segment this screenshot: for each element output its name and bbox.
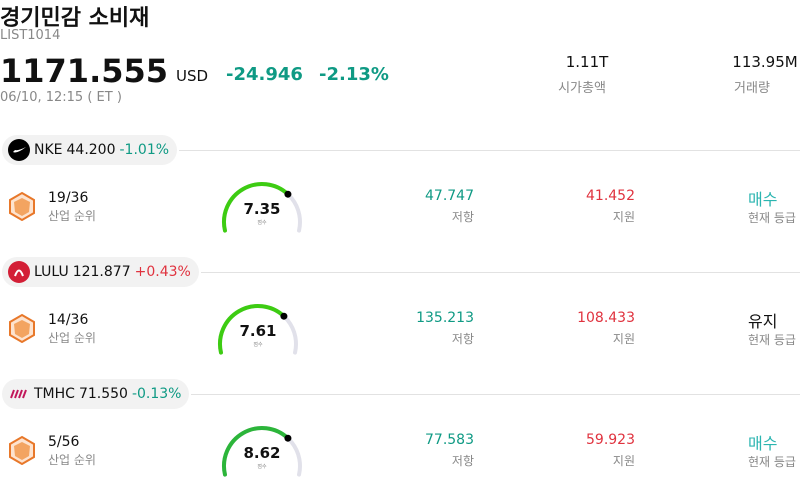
logo-shape [14, 269, 24, 277]
ticker: NKE [34, 142, 63, 158]
logo-shape [14, 389, 19, 399]
stat-value: 1.11T [565, 53, 609, 71]
ticker-pill: NKE 44.200 -1.01% [2, 135, 178, 165]
resistance: 77.583 [425, 432, 474, 448]
rating: 유지 [748, 312, 778, 331]
ticker-pill: LULU 121.877 +0.43% [2, 257, 199, 287]
logo [8, 261, 30, 283]
divider [200, 272, 800, 273]
gauge [218, 304, 298, 355]
hexagon-inner [14, 198, 30, 216]
ticker-pill: TMHC 71.550 -0.13% [2, 379, 190, 409]
score-label: 점수 [253, 342, 263, 348]
logo-shape [8, 261, 30, 283]
stat-label: 시가총액 [558, 81, 606, 96]
resistance: 47.747 [425, 188, 474, 204]
logo [8, 139, 30, 161]
gauge-dot [280, 312, 288, 320]
support-label: 지원 [612, 332, 635, 346]
ticker-price: 121.877 [72, 264, 131, 280]
change-pct: -2.13% [319, 64, 389, 85]
price: 1171.555 [0, 52, 169, 90]
hexagon-inner [14, 320, 30, 338]
support-label: 지원 [612, 454, 635, 468]
rank: 14/36 [48, 312, 89, 328]
gauge-fill [218, 304, 286, 355]
rank-icon [9, 313, 35, 343]
divider [191, 394, 800, 395]
ticker-change: -0.13% [131, 386, 182, 402]
gauge [222, 426, 302, 477]
score-label: 점수 [257, 464, 267, 470]
rank: 19/36 [48, 190, 89, 206]
score: 8.62 [243, 444, 281, 462]
rating-label: 현재 등급 [748, 333, 796, 347]
ticker-price: 71.550 [78, 386, 128, 402]
code: LIST1014 [0, 28, 61, 43]
hexagon-inner [14, 442, 30, 460]
currency: USD [176, 67, 209, 85]
resistance-label: 저항 [451, 332, 474, 346]
rating-label: 현재 등급 [748, 455, 796, 469]
gauge [222, 182, 302, 233]
score: 7.35 [243, 200, 281, 218]
support: 41.452 [586, 188, 635, 204]
ticker: TMHC [34, 386, 75, 402]
stat-value: 113.95M [732, 53, 798, 71]
logo-shape [10, 389, 15, 399]
logo-shape [13, 147, 26, 153]
rank-label: 산업 순위 [48, 331, 96, 345]
ticker: LULU [34, 264, 69, 280]
score-label: 점수 [257, 220, 267, 226]
ticker-change: +0.43% [134, 264, 191, 280]
logo-shape [18, 389, 23, 399]
stat-label: 거래량 [734, 81, 770, 96]
support: 59.923 [586, 432, 635, 448]
ticker-price: 44.200 [66, 142, 116, 158]
resistance: 135.213 [416, 310, 474, 326]
rank-icon [9, 435, 35, 465]
title: 경기민감 소비재 [0, 6, 150, 31]
rank-label: 산업 순위 [48, 209, 96, 223]
rank-icon [9, 191, 35, 221]
gauge-dot [284, 190, 292, 198]
gauge-fill [222, 182, 290, 233]
gauge-dot [284, 434, 292, 442]
support-label: 지원 [612, 210, 635, 224]
change: -24.946 [226, 64, 303, 85]
logo-shape [22, 389, 27, 399]
divider [179, 150, 800, 151]
rating-label: 현재 등급 [748, 211, 796, 225]
logo [10, 389, 27, 399]
ticker-change: -1.01% [119, 142, 170, 158]
gauge-fill [222, 426, 290, 477]
score: 7.61 [239, 322, 277, 340]
resistance-label: 저항 [451, 210, 474, 224]
resistance-label: 저항 [451, 454, 474, 468]
rating: 매수 [748, 434, 778, 453]
rank: 5/56 [48, 434, 80, 450]
time: 06/10, 12:15 ( ET ) [0, 90, 122, 105]
rank-label: 산업 순위 [48, 453, 96, 467]
support: 108.433 [577, 310, 635, 326]
rating: 매수 [748, 190, 778, 209]
